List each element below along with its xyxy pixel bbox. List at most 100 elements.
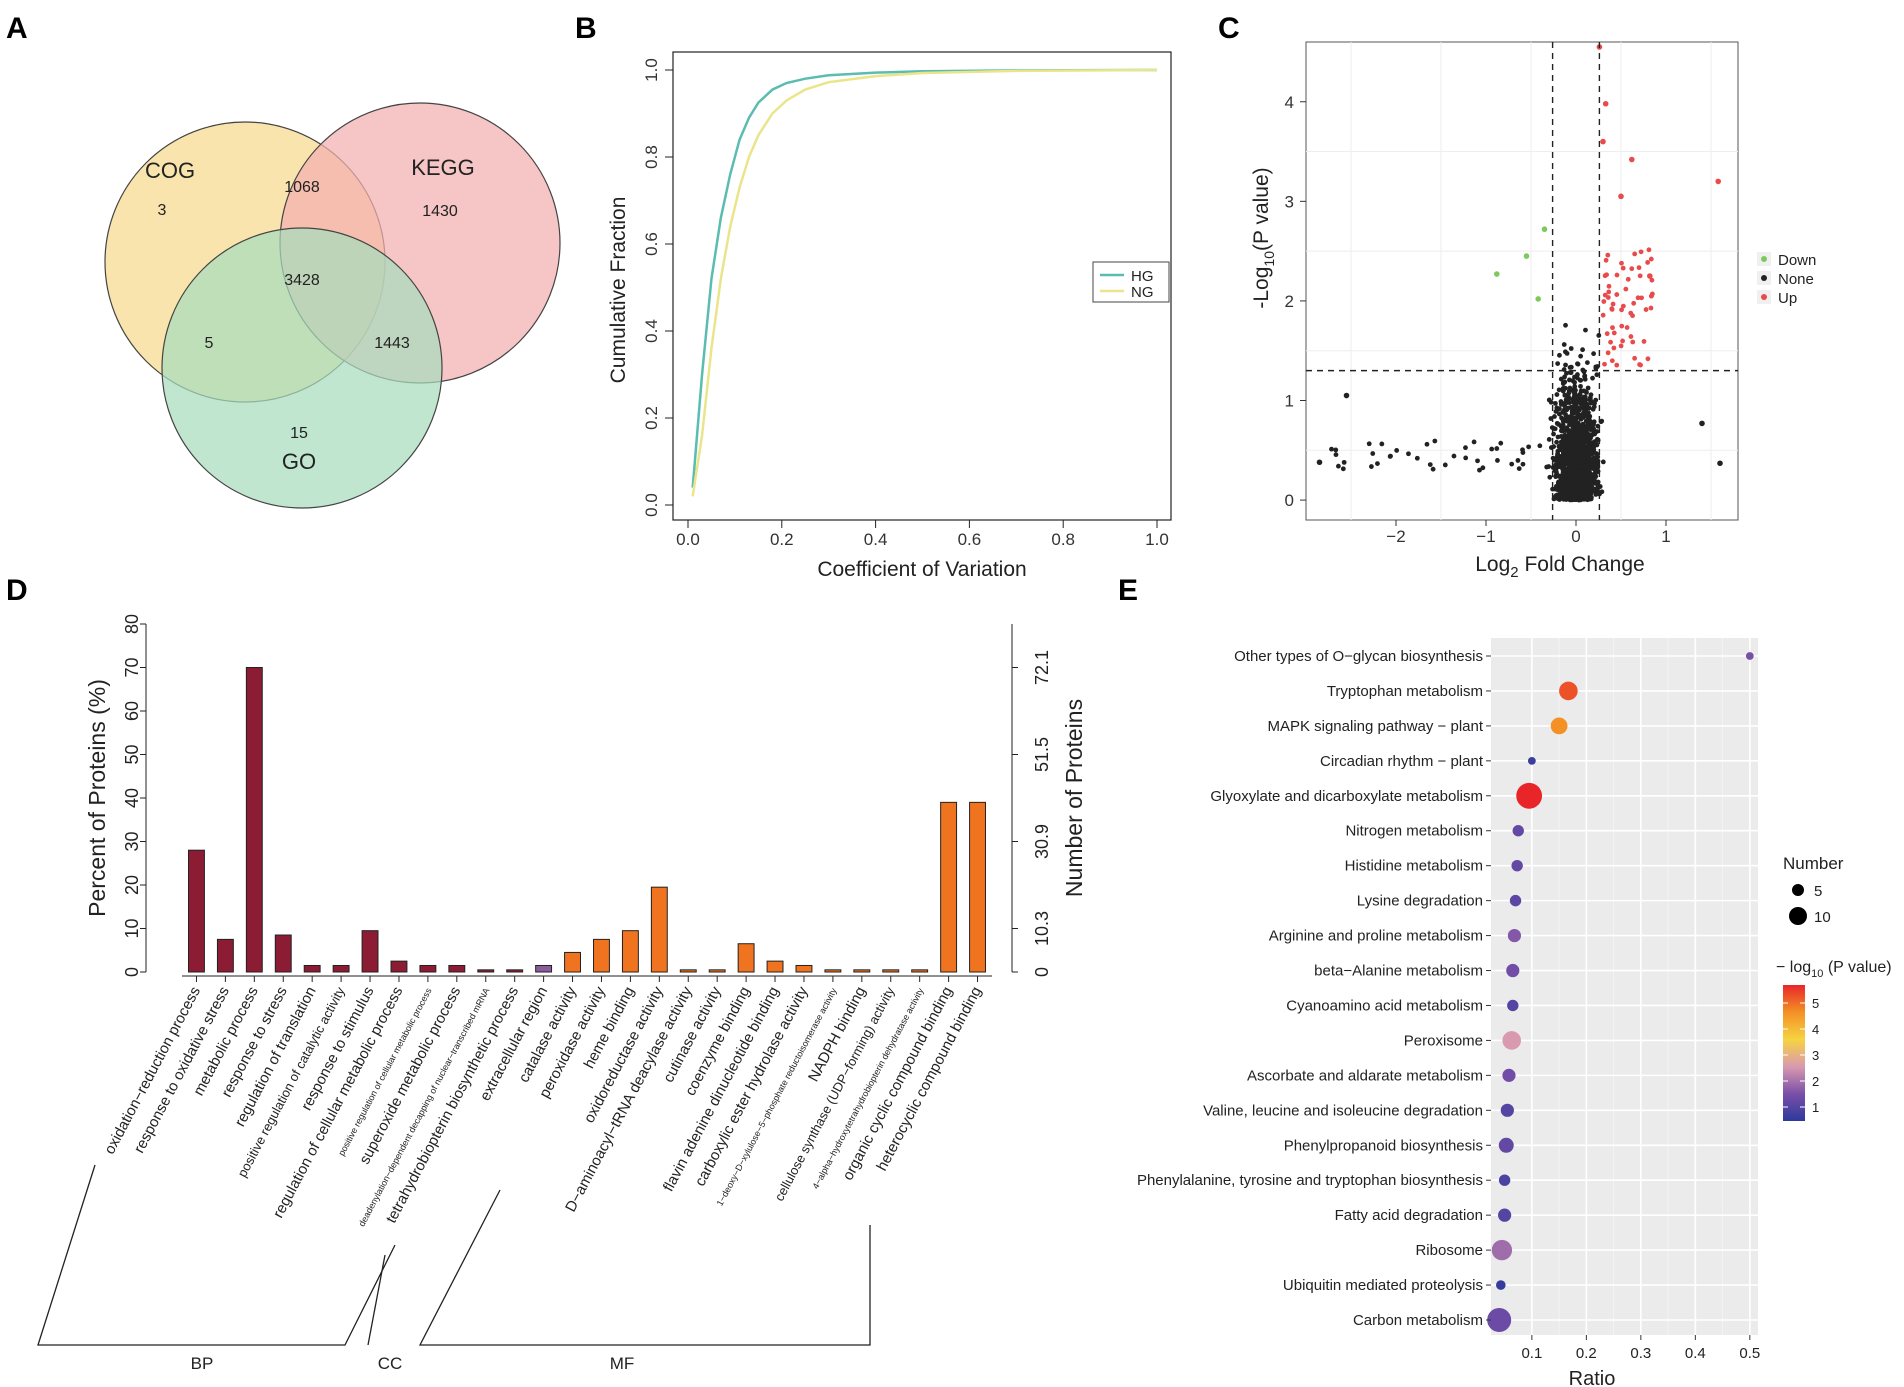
volcano-point — [1537, 443, 1543, 449]
bar — [593, 938, 610, 973]
volcano-point — [1523, 253, 1530, 259]
volcano-point — [1560, 454, 1565, 460]
bar — [564, 951, 581, 973]
volcano-point — [1586, 452, 1592, 457]
volcano-point — [1636, 265, 1642, 271]
legend-label: Down — [1778, 252, 1816, 269]
bubble — [1498, 1208, 1512, 1222]
bubble — [1550, 717, 1568, 735]
volcano-point — [1567, 466, 1573, 472]
volcano-point — [1388, 453, 1393, 459]
volcano-point — [1582, 373, 1588, 379]
volcano-point — [1632, 251, 1638, 257]
volcano-point — [1414, 455, 1420, 461]
bar — [621, 930, 639, 973]
volcano-point — [1561, 408, 1567, 413]
color-legend-label: 1 — [1812, 1100, 1819, 1115]
volcano-point — [1591, 487, 1597, 492]
panel-label-d: D — [6, 574, 28, 607]
volcano-point — [1580, 438, 1586, 444]
volcano-point — [1555, 452, 1561, 458]
volcano-point — [1583, 327, 1588, 333]
volcano-point — [1628, 334, 1634, 339]
volcano-point — [1623, 286, 1629, 292]
volcano-point — [1579, 472, 1585, 478]
bar — [216, 938, 234, 973]
volcano-point — [1582, 398, 1588, 404]
volcano-point — [1587, 395, 1593, 401]
volcano-point — [1572, 490, 1578, 496]
volcano-point — [1576, 413, 1581, 419]
volcano-point — [1495, 458, 1500, 463]
y-tick-label: 40 — [122, 788, 142, 808]
volcano-point — [1618, 343, 1624, 349]
volcano-point — [1573, 394, 1579, 400]
bar — [969, 801, 986, 973]
y-right-tick-label: 0 — [1032, 967, 1052, 977]
pathway-label: Other types of O−glycan biosynthesis — [1234, 648, 1483, 665]
volcano-point — [1554, 420, 1560, 426]
series-line-ng — [691, 68, 1158, 497]
volcano-point — [1577, 491, 1583, 496]
color-legend-label: 3 — [1812, 1048, 1819, 1063]
x-axis-label: Coefficient of Variation — [817, 558, 1026, 581]
volcano-point — [1583, 450, 1588, 455]
volcano-point — [1564, 370, 1569, 376]
panel-label-e: E — [1118, 574, 1138, 607]
volcano-point — [1582, 412, 1588, 418]
pathway-label: Carbon metabolism — [1353, 1312, 1483, 1329]
volcano-point — [1559, 415, 1564, 421]
bar — [911, 969, 929, 973]
volcano-point — [1564, 425, 1570, 431]
volcano-point — [1585, 445, 1591, 450]
volcano-point — [1609, 358, 1615, 364]
y-tick-label: 1 — [1285, 392, 1294, 411]
volcano-point — [1635, 295, 1641, 301]
volcano-point — [1590, 457, 1596, 463]
volcano-point — [1628, 310, 1634, 316]
bar — [882, 969, 900, 973]
pathway-label: Glyoxylate and dicarboxylate metabolism — [1210, 788, 1483, 805]
volcano-point — [1620, 265, 1626, 271]
volcano-point — [1590, 375, 1595, 381]
volcano-point — [1600, 459, 1606, 465]
pathway-label: Nitrogen metabolism — [1345, 823, 1483, 840]
volcano-point — [1605, 350, 1611, 356]
x-tick-label: 0.1 — [1521, 1345, 1542, 1362]
volcano-point — [1475, 458, 1480, 464]
volcano-point — [1550, 486, 1556, 492]
volcano-point — [1560, 469, 1566, 475]
group-bracket-cc — [367, 1254, 386, 1346]
volcano-point — [1573, 494, 1578, 500]
volcano-point — [1541, 226, 1548, 233]
volcano-point — [1406, 451, 1411, 457]
volcano-point — [1556, 406, 1561, 412]
volcano-point — [1572, 384, 1578, 389]
volcano-point — [1340, 466, 1346, 472]
volcano-point — [1570, 470, 1575, 476]
volcano-point — [1594, 429, 1600, 434]
volcano-point — [1547, 474, 1553, 480]
volcano-point — [1611, 330, 1617, 336]
venn-region-cog-go: 5 — [205, 335, 214, 352]
volcano-point — [1554, 392, 1560, 397]
volcano-point — [1586, 405, 1592, 411]
bar — [390, 960, 408, 973]
volcano-point — [1593, 480, 1599, 486]
volcano-point — [1552, 426, 1558, 432]
group-bracket-mf — [418, 1189, 871, 1346]
volcano-point — [1333, 447, 1339, 453]
group-label-cc: CC — [378, 1354, 403, 1373]
volcano-point — [1573, 451, 1578, 457]
volcano-point — [1567, 385, 1573, 391]
volcano-point — [1555, 361, 1561, 367]
volcano-point — [1563, 322, 1568, 328]
panel-label-c: C — [1218, 12, 1240, 45]
pathway-label: beta−Alanine metabolism — [1314, 963, 1483, 980]
bubble — [1516, 782, 1543, 809]
volcano-point — [1480, 465, 1486, 471]
bar — [332, 964, 350, 973]
volcano-point — [1561, 386, 1567, 392]
volcano-point — [1599, 489, 1605, 495]
x-tick-label: 0.0 — [676, 530, 700, 549]
